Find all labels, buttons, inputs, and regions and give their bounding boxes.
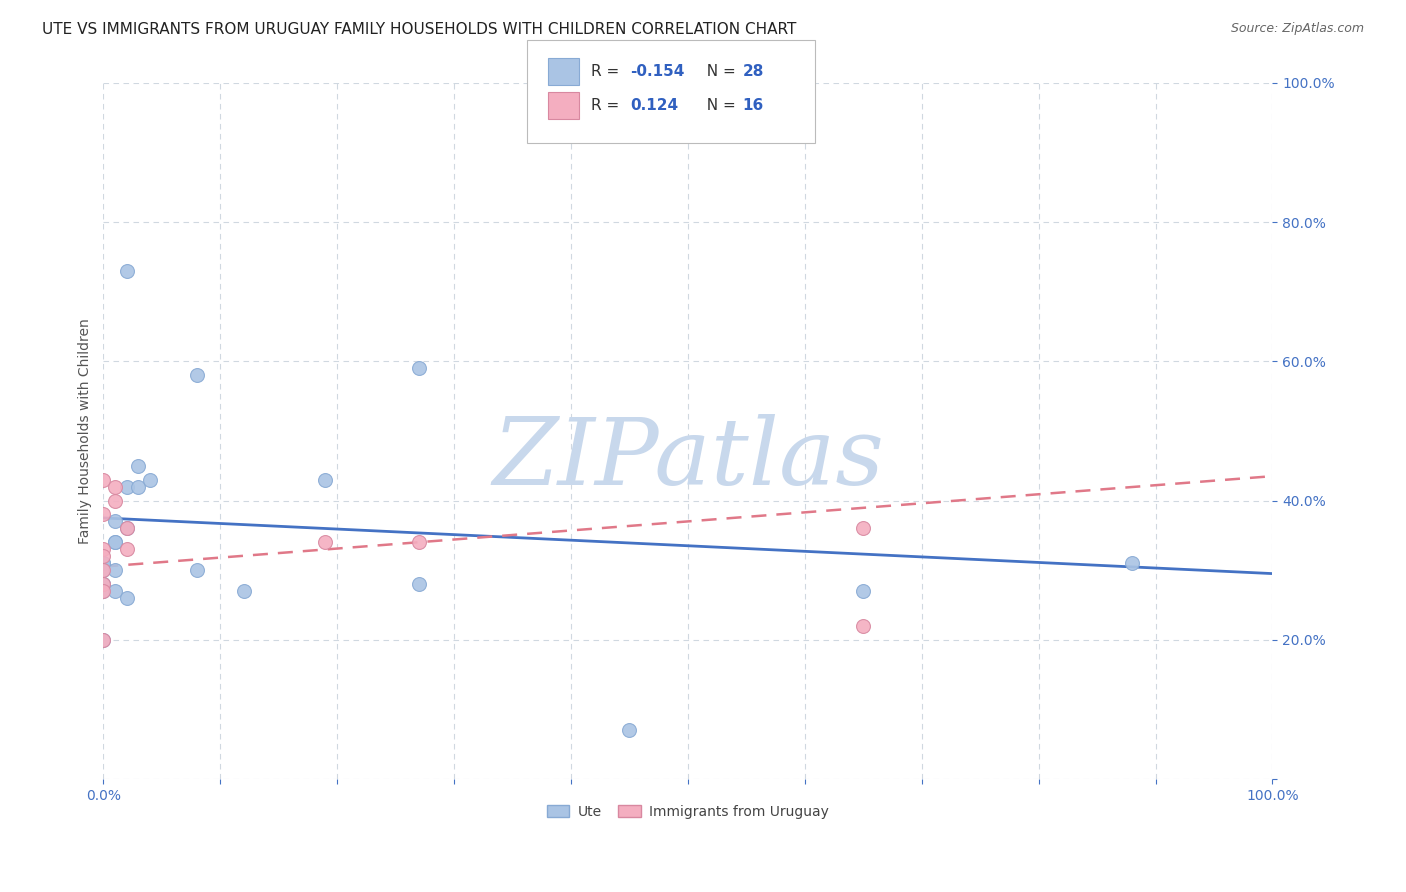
- Point: [232, 584, 254, 599]
- Text: -0.154: -0.154: [630, 64, 685, 78]
- Point: [186, 563, 208, 577]
- Point: [93, 542, 115, 557]
- Point: [115, 542, 138, 557]
- Legend: Ute, Immigrants from Uruguay: Ute, Immigrants from Uruguay: [541, 799, 834, 824]
- Point: [852, 619, 875, 633]
- Point: [104, 584, 127, 599]
- Point: [93, 632, 115, 647]
- Point: [104, 563, 127, 577]
- Point: [93, 577, 115, 591]
- Point: [115, 480, 138, 494]
- Point: [93, 563, 115, 577]
- Point: [93, 549, 115, 564]
- Point: [186, 368, 208, 383]
- Text: R =: R =: [591, 64, 624, 78]
- Point: [852, 521, 875, 535]
- Point: [315, 473, 337, 487]
- Point: [619, 723, 641, 738]
- Text: 16: 16: [742, 98, 763, 112]
- Point: [93, 632, 115, 647]
- Text: R =: R =: [591, 98, 624, 112]
- Point: [852, 584, 875, 599]
- Point: [115, 591, 138, 605]
- Point: [139, 473, 162, 487]
- Point: [408, 361, 430, 376]
- Point: [104, 535, 127, 549]
- Point: [127, 458, 149, 473]
- Point: [93, 473, 115, 487]
- Point: [93, 584, 115, 599]
- Point: [104, 535, 127, 549]
- Point: [93, 556, 115, 570]
- Point: [115, 521, 138, 535]
- Point: [115, 521, 138, 535]
- Point: [93, 563, 115, 577]
- Point: [408, 535, 430, 549]
- Text: ZIPatlas: ZIPatlas: [492, 414, 884, 504]
- Text: UTE VS IMMIGRANTS FROM URUGUAY FAMILY HOUSEHOLDS WITH CHILDREN CORRELATION CHART: UTE VS IMMIGRANTS FROM URUGUAY FAMILY HO…: [42, 22, 797, 37]
- Point: [93, 584, 115, 599]
- Text: 0.124: 0.124: [630, 98, 678, 112]
- Point: [93, 556, 115, 570]
- Point: [104, 515, 127, 529]
- Text: Source: ZipAtlas.com: Source: ZipAtlas.com: [1230, 22, 1364, 36]
- Point: [408, 577, 430, 591]
- Point: [127, 480, 149, 494]
- Point: [104, 480, 127, 494]
- Text: N =: N =: [697, 64, 741, 78]
- Y-axis label: Family Households with Children: Family Households with Children: [79, 318, 93, 544]
- Point: [93, 577, 115, 591]
- Text: 28: 28: [742, 64, 763, 78]
- Point: [93, 508, 115, 522]
- Point: [93, 577, 115, 591]
- Point: [115, 264, 138, 278]
- Point: [104, 493, 127, 508]
- Point: [1121, 556, 1143, 570]
- Text: N =: N =: [697, 98, 741, 112]
- Point: [315, 535, 337, 549]
